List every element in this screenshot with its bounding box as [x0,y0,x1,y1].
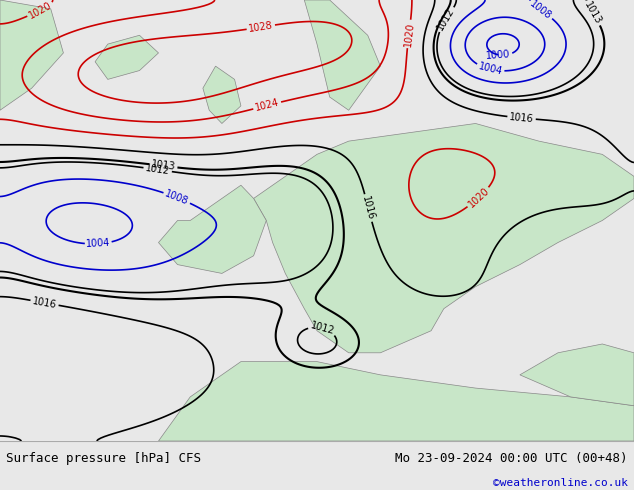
Polygon shape [158,185,266,273]
Polygon shape [0,0,63,110]
Text: Mo 23-09-2024 00:00 UTC (00+48): Mo 23-09-2024 00:00 UTC (00+48) [395,452,628,465]
Text: 1012: 1012 [145,163,171,176]
Text: Surface pressure [hPa] CFS: Surface pressure [hPa] CFS [6,452,202,465]
Text: 1016: 1016 [32,295,58,310]
Text: 1004: 1004 [477,62,503,77]
Polygon shape [304,0,380,110]
Polygon shape [254,123,634,353]
Text: 1028: 1028 [248,21,274,34]
Text: 1000: 1000 [486,49,511,61]
Text: 1013: 1013 [150,159,176,172]
Polygon shape [158,362,634,441]
Polygon shape [203,66,241,123]
Text: 1016: 1016 [360,195,376,221]
Text: 1024: 1024 [254,98,280,113]
Text: 1016: 1016 [509,112,534,124]
Text: 1008: 1008 [528,0,553,22]
Polygon shape [520,344,634,406]
Text: 1013: 1013 [582,0,603,26]
Text: 1008: 1008 [164,189,190,207]
Text: 1012: 1012 [436,6,456,32]
Text: 1012: 1012 [309,320,335,336]
Text: 1004: 1004 [85,238,110,249]
Text: 1020: 1020 [27,0,53,21]
Polygon shape [95,35,158,79]
Text: ©weatheronline.co.uk: ©weatheronline.co.uk [493,478,628,488]
Text: 1020: 1020 [466,186,491,210]
Text: 1020: 1020 [403,21,415,47]
